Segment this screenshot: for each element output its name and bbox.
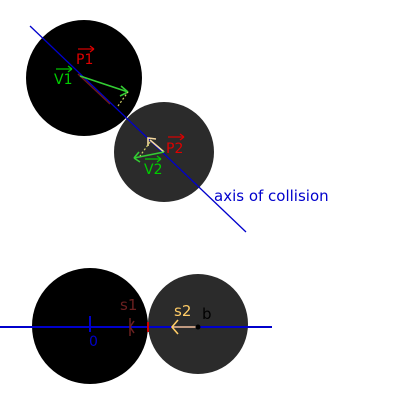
v1-label-overarrow-head: [67, 65, 73, 73]
axis-of-collision-line: [29, 25, 247, 233]
p1-vector: [77, 73, 111, 105]
p1-label-overarrow-head: [89, 45, 95, 53]
origin-label: 0: [89, 334, 98, 350]
b-point: [195, 324, 201, 330]
ball-2-bottom: [148, 274, 248, 374]
axis-of-collision-label: axis of collision: [214, 187, 329, 205]
v2-label: V2: [144, 162, 162, 178]
v2-label-overarrow-head: [156, 155, 162, 163]
v1-projection-dotted: [117, 91, 129, 107]
s2-label: s2: [174, 302, 191, 320]
s1-label: s1: [120, 296, 137, 314]
v1-label: V1: [54, 72, 72, 88]
p2-label: P2: [166, 141, 183, 157]
b-label: b: [202, 305, 212, 323]
s2-arrow: [170, 319, 198, 335]
v2-arrow: [133, 151, 165, 163]
p2-arrow: [147, 137, 165, 153]
v2-projection-dotted: [139, 141, 151, 157]
v1-arrow: [79, 75, 129, 97]
s1-marker: [129, 318, 135, 336]
p2-label-overarrow-head: [179, 133, 185, 141]
p1-label: P1: [76, 52, 93, 68]
